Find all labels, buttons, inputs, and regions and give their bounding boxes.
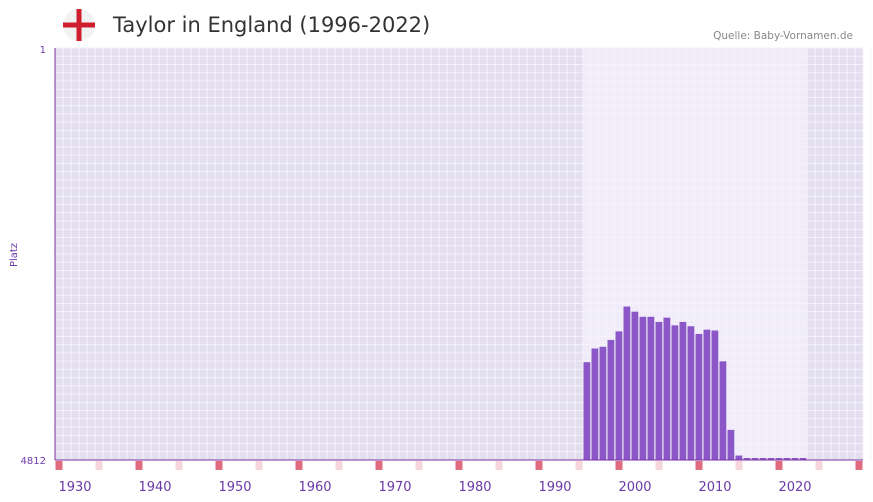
- decade-marker-1993: [575, 461, 583, 470]
- bar-2014: [743, 458, 751, 460]
- bar-1996: [599, 346, 607, 460]
- bar-2011: [719, 361, 727, 460]
- england-flag-icon: [63, 9, 95, 41]
- bar-2017: [767, 458, 775, 460]
- x-tick-1950: 1950: [218, 480, 251, 495]
- bar-2009: [703, 329, 711, 460]
- x-tick-2010: 2010: [698, 480, 731, 495]
- decade-marker-1998: [615, 461, 623, 470]
- bar-1995: [591, 348, 599, 460]
- bar-2001: [639, 316, 647, 460]
- bar-1999: [623, 306, 631, 460]
- decade-marker-2003: [655, 461, 663, 470]
- bar-2008: [695, 333, 703, 460]
- grid-lines: [54, 47, 872, 461]
- x-tick-2000: 2000: [618, 480, 651, 495]
- decade-marker-1938: [135, 461, 143, 470]
- axes: [54, 48, 863, 461]
- decade-marker-2013: [735, 461, 743, 470]
- bar-1994: [583, 362, 591, 460]
- x-tick-1990: 1990: [538, 480, 571, 495]
- bar-2016: [759, 458, 767, 460]
- tick-labels: 1 4812 Platz 1930 1940 1950 1960 1970 1980 199…: [9, 45, 812, 495]
- decade-marker-2023: [815, 461, 823, 470]
- chart-title: Taylor in England (1996-2022): [113, 13, 431, 37]
- bar-2002: [647, 316, 655, 460]
- x-tick-1960: 1960: [298, 480, 331, 495]
- decade-marker-2008: [695, 461, 703, 470]
- bar-1998: [615, 331, 623, 460]
- bar-2010: [711, 330, 719, 460]
- decade-marker-1948: [215, 461, 223, 470]
- decade-marker-1963: [335, 461, 343, 470]
- x-tick-1940: 1940: [138, 480, 171, 495]
- decade-marker-1943: [175, 461, 183, 470]
- decade-marker-2018: [775, 461, 783, 470]
- decade-marker-1983: [495, 461, 503, 470]
- y-tick-bottom: 4812: [21, 456, 46, 467]
- source-link[interactable]: Quelle: Baby-Vornamen.de: [713, 30, 853, 42]
- decade-marker-1958: [295, 461, 303, 470]
- bar-2004: [663, 317, 671, 460]
- bar-1997: [607, 339, 615, 460]
- decade-marker-1988: [535, 461, 543, 470]
- decade-markers: [55, 461, 863, 470]
- bar-2019: [783, 458, 791, 460]
- bar-2020: [791, 458, 799, 460]
- x-tick-1970: 1970: [378, 480, 411, 495]
- x-tick-1980: 1980: [458, 480, 491, 495]
- decade-marker-1933: [95, 461, 103, 470]
- bar-series: [583, 306, 807, 460]
- x-tick-2020: 2020: [778, 480, 811, 495]
- bar-2013: [735, 455, 743, 460]
- bar-2021: [799, 458, 807, 460]
- decade-marker-1968: [375, 461, 383, 470]
- decade-marker-2028: [855, 461, 863, 470]
- bar-2007: [687, 326, 695, 460]
- bar-2018: [775, 458, 783, 460]
- y-axis-label: Platz: [9, 243, 20, 267]
- decade-marker-1978: [455, 461, 463, 470]
- decade-marker-1953: [255, 461, 263, 470]
- decade-marker-1928: [55, 461, 63, 470]
- y-tick-top: 1: [40, 45, 46, 56]
- bar-2006: [679, 321, 687, 460]
- bar-2003: [655, 321, 663, 460]
- bar-2015: [751, 458, 759, 460]
- x-tick-1930: 1930: [58, 480, 91, 495]
- bar-2005: [671, 325, 679, 460]
- bar-2000: [631, 311, 639, 460]
- decade-marker-1973: [415, 461, 423, 470]
- bar-2012: [727, 429, 735, 460]
